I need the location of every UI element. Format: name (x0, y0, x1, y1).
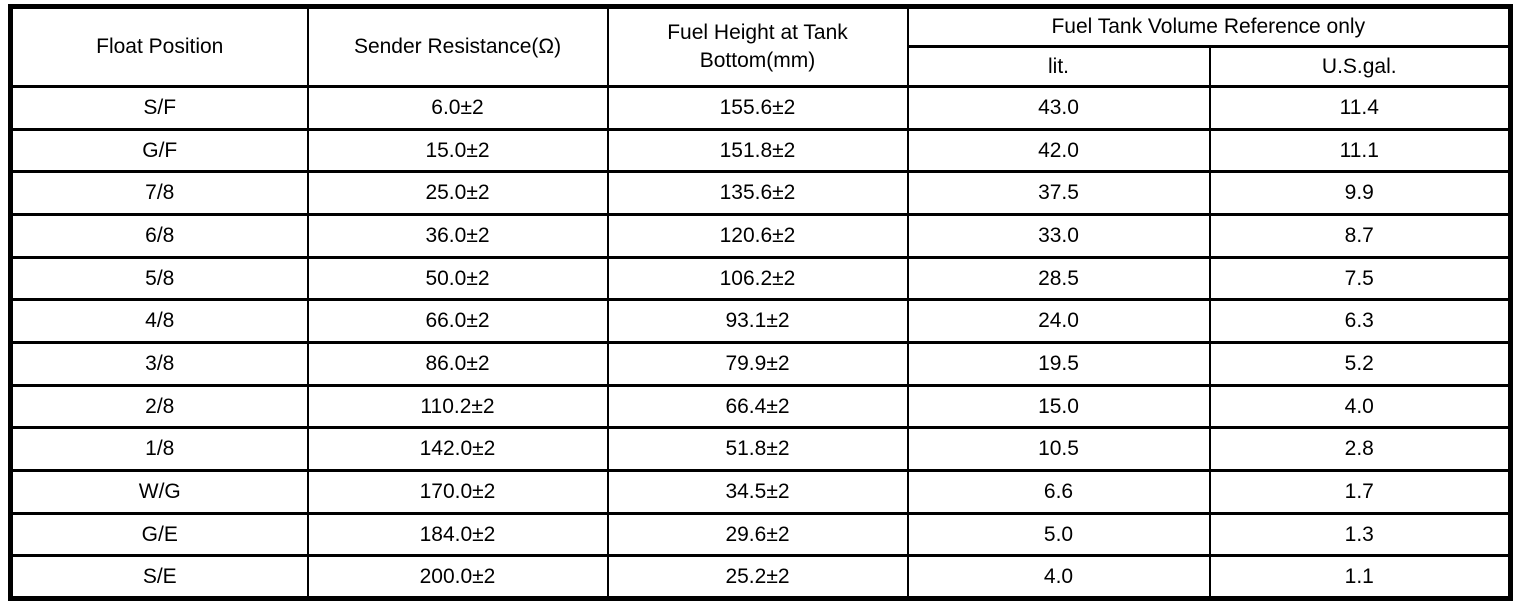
cell-fuel-height: 29.6±2 (606, 511, 909, 558)
cell-fuel-height: 93.1±2 (606, 298, 909, 344)
cell-float-position: 4/8 (9, 298, 309, 344)
cell-sender-resistance: 110.2±2 (306, 383, 609, 430)
cell-volume-usgal: 9.9 (1208, 170, 1512, 216)
cell-float-position: S/F (9, 85, 309, 131)
cell-float-position: G/E (9, 511, 309, 558)
cell-volume-lit: 5.0 (906, 511, 1211, 558)
cell-volume-lit: 24.0 (906, 298, 1211, 344)
cell-float-position: 3/8 (9, 340, 309, 387)
cell-volume-lit: 6.6 (906, 468, 1211, 515)
header-fuel-height-label: Fuel Height at Tank Bottom(mm) (667, 21, 848, 72)
header-volume-lit: lit. (906, 45, 1211, 88)
cell-volume-lit: 4.0 (906, 554, 1211, 600)
cell-float-position: W/G (9, 468, 309, 515)
cell-volume-lit: 19.5 (906, 340, 1211, 387)
cell-volume-usgal: 1.7 (1208, 468, 1512, 515)
cell-sender-resistance: 36.0±2 (306, 212, 609, 259)
cell-volume-lit: 28.5 (906, 255, 1211, 302)
header-row-top: Float Position Sender Resistance(Ω) Fuel… (9, 5, 1512, 88)
cell-fuel-height: 79.9±2 (606, 340, 909, 387)
cell-volume-lit: 33.0 (906, 212, 1211, 259)
cell-sender-resistance: 142.0±2 (306, 426, 609, 472)
cell-volume-usgal: 2.8 (1208, 426, 1512, 472)
table-row: 3/8 86.0±2 79.9±2 19.5 5.2 (9, 340, 1512, 387)
header-volume-group: Fuel Tank Volume Reference only (906, 5, 1512, 48)
cell-sender-resistance: 50.0±2 (306, 255, 609, 302)
cell-fuel-height: 151.8±2 (606, 127, 909, 174)
table-row: 5/8 50.0±2 106.2±2 28.5 7.5 (9, 255, 1512, 302)
cell-volume-usgal: 5.2 (1208, 340, 1512, 387)
cell-volume-usgal: 7.5 (1208, 255, 1512, 302)
cell-sender-resistance: 86.0±2 (306, 340, 609, 387)
cell-fuel-height: 34.5±2 (606, 468, 909, 515)
cell-sender-resistance: 6.0±2 (306, 85, 609, 131)
cell-float-position: 1/8 (9, 426, 309, 472)
cell-fuel-height: 51.8±2 (606, 426, 909, 472)
header-sender-resistance: Sender Resistance(Ω) (306, 5, 609, 88)
cell-fuel-height: 135.6±2 (606, 170, 909, 216)
table-body: S/F 6.0±2 155.6±2 43.0 11.4 G/F 15.0±2 151.8±2 4… (9, 85, 1512, 600)
cell-sender-resistance: 200.0±2 (306, 554, 609, 600)
cell-volume-usgal: 1.1 (1208, 554, 1512, 600)
table-row: 6/8 36.0±2 120.6±2 33.0 8.7 (9, 212, 1512, 259)
cell-volume-lit: 43.0 (906, 85, 1211, 131)
cell-fuel-height: 25.2±2 (606, 554, 909, 600)
header-row-sub: lit. U.S.gal. (11, 45, 1512, 88)
cell-volume-usgal: 8.7 (1208, 212, 1512, 259)
cell-float-position: 6/8 (9, 212, 309, 259)
table-row: S/F 6.0±2 155.6±2 43.0 11.4 (9, 85, 1512, 131)
cell-fuel-height: 106.2±2 (606, 255, 909, 302)
cell-volume-lit: 10.5 (906, 426, 1211, 472)
fuel-sender-spec-table: Float Position Sender Resistance(Ω) Fuel… (8, 4, 1514, 601)
cell-float-position: S/E (9, 554, 309, 600)
table-row: G/F 15.0±2 151.8±2 42.0 11.1 (9, 127, 1512, 174)
header-fuel-height: Fuel Height at Tank Bottom(mm) (606, 5, 909, 88)
table-row: 1/8 142.0±2 51.8±2 10.5 2.8 (9, 426, 1512, 472)
header-float-position: Float Position (9, 5, 309, 88)
cell-sender-resistance: 25.0±2 (306, 170, 609, 216)
cell-sender-resistance: 184.0±2 (306, 511, 609, 558)
header-volume-usgal: U.S.gal. (1208, 45, 1512, 88)
table-row: 7/8 25.0±2 135.6±2 37.5 9.9 (9, 170, 1512, 216)
cell-sender-resistance: 170.0±2 (306, 468, 609, 515)
table-row: 2/8 110.2±2 66.4±2 15.0 4.0 (9, 383, 1512, 430)
cell-volume-lit: 15.0 (906, 383, 1211, 430)
table-row: G/E 184.0±2 29.6±2 5.0 1.3 (9, 511, 1512, 558)
cell-fuel-height: 66.4±2 (606, 383, 909, 430)
cell-float-position: 7/8 (9, 170, 309, 216)
cell-float-position: G/F (9, 127, 309, 174)
cell-sender-resistance: 66.0±2 (306, 298, 609, 344)
cell-sender-resistance: 15.0±2 (306, 127, 609, 174)
cell-float-position: 2/8 (9, 383, 309, 430)
cell-volume-lit: 42.0 (906, 127, 1211, 174)
cell-volume-usgal: 4.0 (1208, 383, 1512, 430)
cell-volume-usgal: 11.4 (1208, 85, 1512, 131)
cell-fuel-height: 155.6±2 (606, 85, 909, 131)
table-row: W/G 170.0±2 34.5±2 6.6 1.7 (9, 468, 1512, 515)
cell-fuel-height: 120.6±2 (606, 212, 909, 259)
cell-float-position: 5/8 (9, 255, 309, 302)
cell-volume-lit: 37.5 (906, 170, 1211, 216)
table-row: S/E 200.0±2 25.2±2 4.0 1.1 (9, 554, 1512, 600)
table-row: 4/8 66.0±2 93.1±2 24.0 6.3 (9, 298, 1512, 344)
cell-volume-usgal: 11.1 (1208, 127, 1512, 174)
cell-volume-usgal: 6.3 (1208, 298, 1512, 344)
cell-volume-usgal: 1.3 (1208, 511, 1512, 558)
